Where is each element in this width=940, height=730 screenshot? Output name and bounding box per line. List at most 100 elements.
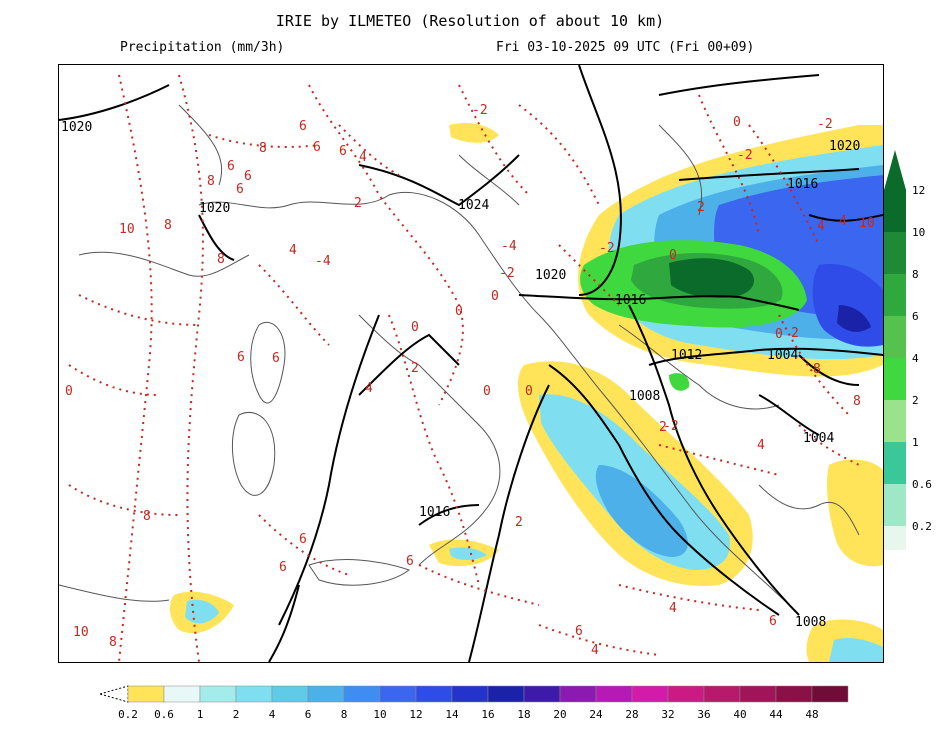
side-scale-swatch [884,358,906,400]
bottom-scale-label: 14 [445,708,459,721]
side-scale-swatch [884,484,906,526]
isotherm-label: 0 [455,304,463,319]
isotherm-label: 6 [244,169,252,184]
isotherm-label: 6 [339,144,347,159]
isotherm-label: 4 [839,214,847,229]
side-scale-label: 12 [912,184,925,197]
side-scale-label: 4 [912,352,919,365]
bottom-scale-swatch [631,685,669,703]
isotherm-label: -2 [817,117,833,132]
isotherm-label: 8 [143,509,151,524]
isotherm-label: 10 [73,625,89,640]
isotherm-label: 8 [109,635,117,650]
isotherm-label: 6 [237,350,245,365]
bottom-scale-swatch [595,685,633,703]
isotherm-label: 6 [236,182,244,197]
isotherm-label: 2 [515,515,523,530]
bottom-scale-label: 2 [233,708,240,721]
isotherm-label: -4 [501,239,517,254]
isotherm-label: 8 [217,252,225,267]
isotherm-label: 10 [859,216,875,231]
isotherm-label: 8 [259,141,267,156]
coastlines [59,104,860,606]
bottom-scale-swatch [451,685,489,703]
isobar-label: 1008 [795,615,826,630]
isotherm-label: 6 [279,560,287,575]
isotherm-label: 4 [757,438,765,453]
isotherm-label: 4 [817,219,825,234]
side-scale-swatch [884,316,906,358]
side-color-scale: 12 10 8 6 4 2 1 0.6 0.2 [884,150,940,568]
isotherm-label: 0 [775,327,783,342]
isotherm-label: 10 [119,222,135,237]
isotherm-label: 8 [813,362,821,377]
isobar-label: 1024 [458,198,489,213]
side-scale-swatch [884,232,906,274]
side-scale-label: 8 [912,268,919,281]
bottom-scale-label: 18 [517,708,530,721]
isotherm-label: 0 [411,320,419,335]
isotherm-label: 4 [591,643,599,658]
side-scale-label: 2 [912,394,919,407]
bottom-scale-swatch [271,685,309,703]
bottom-scale-swatch [811,685,849,703]
isotherm-label: 6 [575,624,583,639]
bottom-scale-swatch [559,685,597,703]
bottom-scale-swatch [739,685,777,703]
isotherm-label: 4 [669,601,677,616]
weather-map: 1020 1024 1020 1016 1020 1016 1012 1008 … [58,64,884,663]
isotherm-label: 6 [299,532,307,547]
isobar-label: 1004 [803,431,834,446]
isobar-label: 1020 [829,139,860,154]
side-scale-label: 10 [912,226,925,239]
isotherm-label: 2 [411,361,419,376]
isotherm-label: 4 [359,150,367,165]
variable-label: Precipitation (mm/3h) [120,40,285,55]
side-scale-swatch [884,190,906,232]
bottom-scale-swatch [343,685,381,703]
side-scale-label: 1 [912,436,919,449]
bottom-scale-swatch [199,685,237,703]
side-scale-label: 0.6 [912,478,932,491]
bottom-scale-label: 36 [697,708,710,721]
valid-time-label: Fri 03-10-2025 09 UTC (Fri 00+09) [496,40,755,55]
side-scale-swatch [884,274,906,316]
side-scale-swatch [884,526,906,568]
isotherm-label: -2 [472,103,488,118]
isotherm-label: -2 [737,148,753,163]
isobar-labels: 1020 1024 1020 1016 1020 1016 1012 1008 … [61,120,860,630]
isobar-label: 1016 [787,177,818,192]
bottom-scale-swatch [379,685,417,703]
isotherm-label: 4 [365,381,373,396]
isobar-label: 1008 [629,389,660,404]
isotherms [68,74,860,662]
isotherm-label: 0 [65,384,73,399]
isotherm-label: 2 [659,420,667,435]
bottom-scale-label: 4 [269,708,276,721]
bottom-scale-swatch [307,685,345,703]
map-labels: 1020 1024 1020 1016 1020 1016 1012 1008 … [61,103,875,658]
bottom-scale-label: 0.2 [118,708,138,721]
isotherm-label: 6 [299,119,307,134]
isotherm-label: 2 [697,200,705,215]
isotherm-label: 2 [791,326,799,341]
isotherm-label: 0 [525,384,533,399]
isotherm-label: 0 [491,289,499,304]
bottom-scale-label: 8 [341,708,348,721]
bottom-scale-swatch [415,685,453,703]
isotherm-label: 6 [313,140,321,155]
bottom-scale-label: 6 [305,708,312,721]
bottom-scale-swatch [487,685,525,703]
bottom-scale-label: 10 [373,708,386,721]
isotherm-label: -4 [315,254,331,269]
bottom-scale-label: 1 [197,708,204,721]
isobar-label: 1016 [419,505,450,520]
isotherm-label: 6 [272,351,280,366]
bottom-scale-swatch [703,685,741,703]
side-scale-label: 0.2 [912,520,932,533]
bottom-scale-label: 40 [733,708,746,721]
bottom-scale-label: 44 [769,708,783,721]
bottom-scale-label: 12 [409,708,422,721]
isotherm-label: 0 [733,115,741,130]
bottom-scale-label: 24 [589,708,603,721]
